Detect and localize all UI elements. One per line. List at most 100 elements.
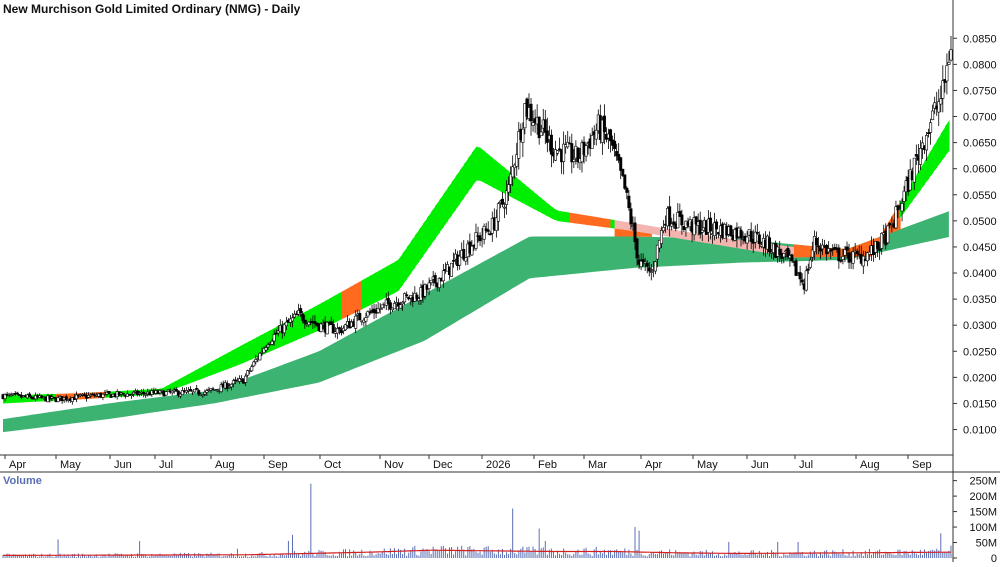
candle-body <box>193 388 197 393</box>
candle-body <box>335 328 339 334</box>
candle-body <box>549 134 553 155</box>
candle-body <box>388 302 392 310</box>
candle-body <box>478 235 482 242</box>
short-term-band-segment <box>353 282 359 314</box>
candle-body <box>556 150 560 154</box>
month-tick-label: Jul <box>799 459 813 471</box>
candle-body <box>584 145 588 157</box>
month-tick-label: Jul <box>159 459 173 471</box>
candle-body <box>517 131 521 159</box>
candle-body <box>509 173 513 185</box>
candle-body <box>507 184 511 193</box>
volume-tick-label: 0 <box>991 553 997 562</box>
short-term-band-segment <box>488 154 493 188</box>
short-term-band-segment <box>512 174 518 201</box>
candle-body <box>452 260 456 262</box>
candle-body <box>625 187 629 193</box>
price-tick-label: 0.0700 <box>963 112 997 124</box>
short-term-band-segment <box>382 266 387 300</box>
short-term-band-segment <box>345 287 351 318</box>
candle-body <box>778 248 782 255</box>
candle-body <box>576 147 580 163</box>
candle-body <box>804 270 808 291</box>
candle-body <box>376 307 380 313</box>
short-term-band-segment <box>606 218 612 229</box>
candle-body <box>201 394 205 397</box>
short-term-band-segment <box>802 245 807 258</box>
candle-body <box>657 240 661 249</box>
candle-body <box>668 206 672 227</box>
volume-tick-label: 250M <box>969 476 997 488</box>
candle-body <box>166 389 170 392</box>
short-term-band-segment <box>406 241 412 279</box>
candle-body <box>537 116 541 139</box>
short-term-band <box>3 119 950 404</box>
candle-body <box>52 397 56 399</box>
short-term-band-segment <box>916 168 922 196</box>
candle-body <box>558 148 562 151</box>
short-term-band-segment <box>720 237 726 247</box>
short-term-band-segment <box>182 375 188 386</box>
short-term-band-segment <box>936 133 942 168</box>
candle-body <box>378 308 382 310</box>
short-term-band-segment <box>451 176 457 216</box>
candle-body <box>270 340 274 345</box>
candle-body <box>570 143 574 163</box>
short-term-band-segment <box>549 204 555 220</box>
candle-body <box>313 321 317 324</box>
candle-body <box>613 140 617 150</box>
short-term-band-segment <box>369 273 375 306</box>
short-term-band-segment <box>447 182 453 222</box>
long-term-band-area <box>3 211 949 433</box>
short-term-band-segment <box>386 264 391 298</box>
short-term-band-segment <box>390 261 396 296</box>
short-term-band-segment <box>365 275 371 308</box>
short-term-band-segment <box>920 161 926 190</box>
candle-body <box>829 249 833 252</box>
short-term-band-segment <box>231 348 237 368</box>
candle-body <box>262 348 266 354</box>
candle-body <box>30 396 34 399</box>
candle-body <box>205 390 209 393</box>
candle-body <box>437 278 441 288</box>
candle-body <box>225 383 229 389</box>
candle-body <box>344 324 348 331</box>
candle-body <box>264 347 268 351</box>
short-term-band-segment <box>243 342 249 363</box>
price-tick-label: 0.0550 <box>963 190 997 202</box>
short-term-band-segment <box>732 238 738 249</box>
candle-body <box>806 268 810 271</box>
short-term-band-segment <box>186 372 192 385</box>
candle-body <box>947 61 951 65</box>
candle-body <box>566 142 570 148</box>
candle-body <box>409 294 413 299</box>
candle-body <box>623 174 627 189</box>
short-term-band-segment <box>206 361 212 377</box>
month-tick-label: Feb <box>538 459 557 471</box>
short-term-band-segment <box>223 352 228 371</box>
candle-body <box>831 248 835 251</box>
short-term-band-segment <box>704 234 709 244</box>
candle-body <box>15 392 19 395</box>
candle-body <box>790 254 794 262</box>
short-term-band-segment <box>553 208 559 222</box>
candle-body <box>427 282 431 289</box>
short-term-band-segment <box>724 237 730 247</box>
candle-body <box>757 234 761 245</box>
candle-body <box>678 210 682 217</box>
short-term-band-segment <box>427 211 432 251</box>
candle-body <box>700 230 704 233</box>
short-term-band-segment <box>794 244 799 258</box>
candle-body <box>837 247 841 262</box>
month-tick-label: Oct <box>324 459 341 471</box>
price-tick-label: 0.0450 <box>963 242 997 254</box>
candle-body <box>64 396 68 401</box>
short-term-band-segment <box>292 316 298 342</box>
candle-body <box>366 311 370 317</box>
month-tick-label: Sep <box>912 459 932 471</box>
candle-body <box>941 80 945 99</box>
candle-body <box>399 304 403 309</box>
short-term-band-segment <box>174 379 179 390</box>
candle-body <box>142 391 146 395</box>
volume-tick-label: 150M <box>969 507 997 519</box>
